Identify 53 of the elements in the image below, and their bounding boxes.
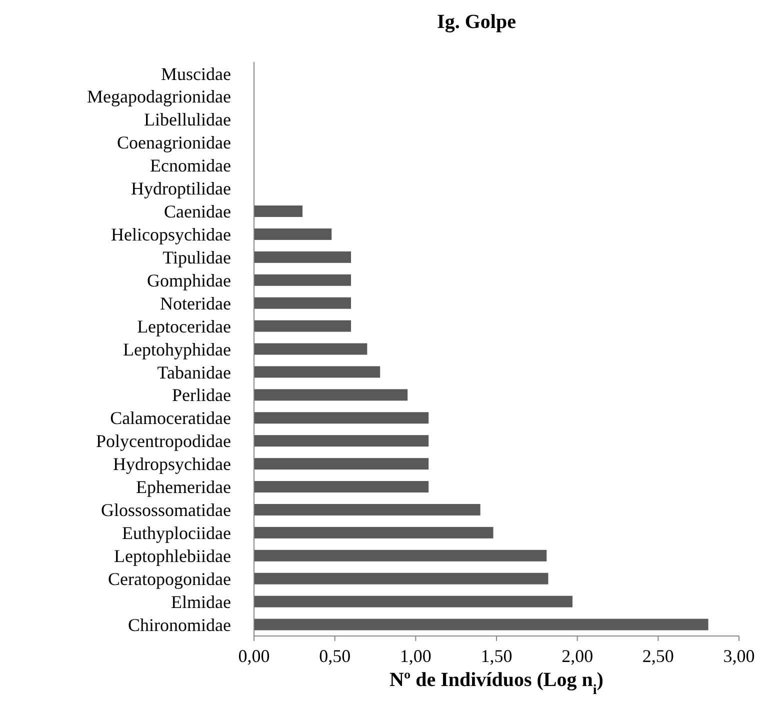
x-tick-label: 1,00	[400, 646, 432, 666]
y-tick-label: Leptophlebiidae	[114, 546, 231, 566]
bar	[254, 206, 302, 217]
y-tick-label: Muscidae	[161, 64, 232, 84]
y-tick-label: Polycentropodidae	[96, 431, 232, 452]
y-tick-label: Calamoceratidae	[110, 408, 231, 428]
x-tick-label: 2,50	[642, 646, 674, 666]
x-axis-title: Nº de Indivíduos (Log n$_{i}$)	[390, 669, 604, 698]
bar	[254, 526, 494, 538]
y-tick-label: Leptohyphidae	[123, 339, 232, 360]
y-tick-label: Tipulidae	[162, 247, 232, 268]
y-tick-label: Glossossomatidae	[101, 500, 231, 520]
chart-title: Ig. Golpe	[437, 11, 516, 33]
y-tick-label: Hydroptilidae	[131, 178, 231, 199]
x-tick-label: 0,50	[319, 646, 351, 666]
bar	[254, 343, 368, 355]
y-tick-label: Chironomidae	[128, 614, 232, 635]
bar	[254, 458, 429, 470]
bar	[254, 618, 708, 630]
y-tick-label: Ephemeridae	[136, 477, 232, 498]
bar	[254, 297, 351, 309]
bar	[254, 228, 332, 240]
y-tick-label: Tabanidae	[157, 362, 232, 382]
bar	[254, 435, 429, 447]
y-tick-label: Leptoceridae	[137, 316, 232, 336]
bar	[254, 320, 351, 332]
bar	[254, 412, 429, 424]
bar	[254, 572, 548, 584]
y-tick-label: Ceratopogonidae	[108, 568, 231, 589]
bar	[254, 504, 480, 516]
y-tick-label: Coenagrionidae	[117, 132, 231, 153]
x-tick-label: 2,00	[562, 646, 594, 666]
bar	[254, 550, 547, 562]
bar	[254, 366, 380, 378]
bar	[254, 596, 572, 608]
x-tick-label: 0,00	[238, 646, 270, 666]
y-tick-label: Euthyplociidae	[122, 522, 232, 543]
y-tick-label: Perlidae	[172, 385, 231, 406]
y-tick-label: Caenidae	[164, 202, 232, 222]
bar	[254, 389, 408, 401]
y-tick-label: Megapodagrionidae	[87, 86, 232, 107]
y-tick-label: Helicopsychidae	[111, 224, 232, 244]
y-tick-label: Noteridae	[160, 293, 232, 314]
y-tick-label: Gomphidae	[147, 270, 232, 290]
x-tick-label: 3,00	[723, 646, 755, 666]
bar	[254, 274, 351, 286]
y-tick-label: Elmidae	[171, 592, 232, 612]
x-tick-label: 1,50	[480, 646, 512, 666]
y-tick-label: Ecnomidae	[150, 156, 232, 176]
bar	[254, 251, 351, 263]
bar	[254, 481, 429, 492]
y-tick-label: Libellulidae	[144, 110, 232, 130]
y-tick-label: Hydropsychidae	[113, 454, 232, 474]
